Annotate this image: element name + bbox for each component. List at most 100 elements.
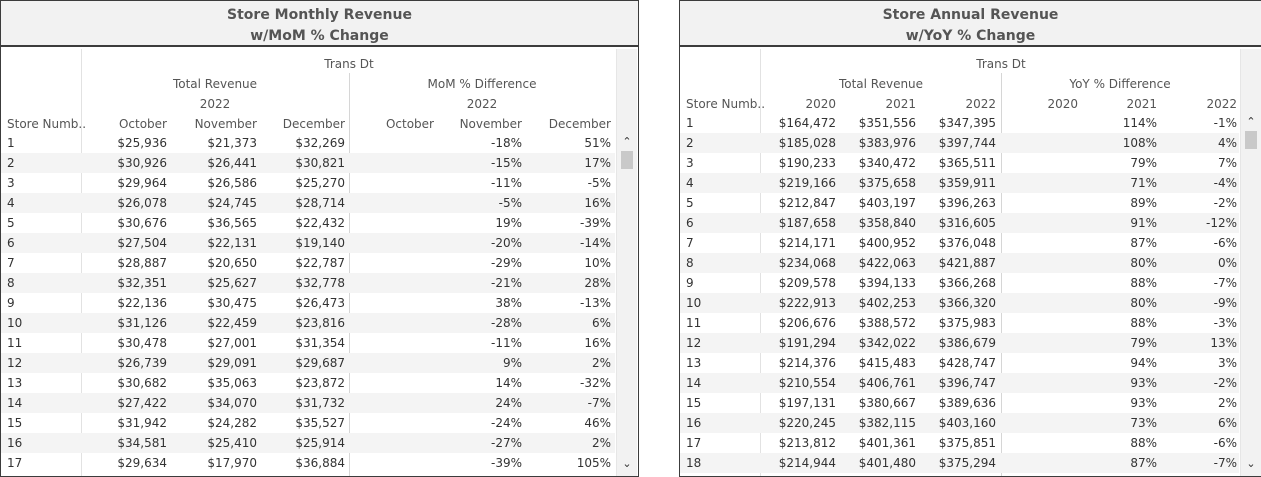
table-row: 2 $30,926 $26,441 $30,821 -15% 17% <box>1 153 615 173</box>
store-number-cell[interactable]: 14 <box>7 396 23 410</box>
store-number-cell[interactable]: 3 <box>7 176 15 190</box>
revenue-cell: $35,527 <box>295 416 345 430</box>
store-number-cell[interactable]: 18 <box>686 456 702 470</box>
table-row: 3 $190,233 $340,472 $365,511 79% 7% <box>680 153 1239 173</box>
column-group-divider <box>1001 73 1002 476</box>
store-number-cell[interactable]: 15 <box>686 396 702 410</box>
revenue-cell: $30,478 <box>117 336 167 350</box>
total-revenue-header: Total Revenue <box>838 77 924 91</box>
revenue-cell: $220,245 <box>778 416 836 430</box>
store-number-cell[interactable]: 12 <box>686 336 702 350</box>
revenue-cell: $382,115 <box>858 416 916 430</box>
pct-diff-cell: 16% <box>584 336 611 350</box>
store-number-cell[interactable]: 7 <box>686 236 694 250</box>
pct-diff-cell: -3% <box>1213 316 1237 330</box>
pct-diff-cell: 17% <box>584 156 611 170</box>
revenue-cell: $27,504 <box>117 236 167 250</box>
store-number-cell[interactable]: 17 <box>686 436 702 450</box>
revenue-cell: $25,936 <box>117 136 167 150</box>
pct-diff-cell: 0% <box>1217 256 1237 270</box>
pct-diff-cell: 19% <box>495 216 522 230</box>
pct-diff-cell: 73% <box>1130 416 1157 430</box>
pct-diff-cell: 13% <box>1210 336 1237 350</box>
revenue-cell: $22,131 <box>207 236 257 250</box>
store-number-cell[interactable]: 13 <box>686 356 702 370</box>
chevron-up-icon[interactable]: ⌃ <box>1246 115 1256 128</box>
store-number-cell[interactable]: 8 <box>7 276 15 290</box>
store-number-cell[interactable]: 2 <box>7 156 15 170</box>
chevron-down-icon[interactable]: ⌄ <box>622 457 632 470</box>
table-row: 12 $26,739 $29,091 $29,687 9% 2% <box>1 353 615 373</box>
chevron-down-icon[interactable]: ⌄ <box>1246 457 1256 470</box>
revenue-cell: $214,944 <box>778 456 836 470</box>
table-row: 4 $219,166 $375,658 $359,911 71% -4% <box>680 173 1239 193</box>
store-number-cell[interactable]: 1 <box>7 136 15 150</box>
pct-diff-cell: 14% <box>495 376 522 390</box>
store-number-cell[interactable]: 1 <box>686 116 694 130</box>
revenue-cell: $389,636 <box>938 396 996 410</box>
vertical-scrollbar[interactable]: ⌃ ⌄ <box>616 49 637 476</box>
store-number-cell[interactable]: 16 <box>7 436 23 450</box>
store-number-cell[interactable]: 6 <box>7 236 15 250</box>
store-number-cell[interactable]: 2 <box>686 136 694 150</box>
pct-diff-cell: -21% <box>490 276 522 290</box>
store-number-cell[interactable]: 12 <box>7 356 23 370</box>
revenue-cell: $30,821 <box>295 156 345 170</box>
revenue-cell: $421,887 <box>938 256 996 270</box>
store-number-cell[interactable]: 15 <box>7 416 23 430</box>
table-row: 1 $25,936 $21,373 $32,269 -18% 51% <box>1 133 615 153</box>
pct-diff-cell: 2% <box>591 356 611 370</box>
annual-sheet-title: Store Annual Revenue w/YoY % Change <box>680 1 1261 47</box>
revenue-cell: $400,952 <box>858 236 916 250</box>
vertical-scrollbar[interactable]: ⌃ ⌄ <box>1240 49 1261 476</box>
table-row: 3 $29,964 $26,586 $25,270 -11% -5% <box>1 173 615 193</box>
store-number-cell[interactable]: 5 <box>686 196 694 210</box>
store-number-cell[interactable]: 8 <box>686 256 694 270</box>
pct-diff-cell: 108% <box>1122 136 1157 150</box>
store-number-header[interactable]: Store Numb.. <box>686 97 766 111</box>
store-number-cell[interactable]: 16 <box>686 416 702 430</box>
revenue-cell: $17,970 <box>207 456 257 470</box>
pct-diff-cell: 87% <box>1130 236 1157 250</box>
monthly-revenue-sheet: Store Monthly Revenue w/MoM % Change Tra… <box>0 0 639 477</box>
chevron-up-icon[interactable]: ⌃ <box>622 135 632 148</box>
store-number-cell[interactable]: 14 <box>686 376 702 390</box>
store-number-cell[interactable]: 9 <box>686 276 694 290</box>
store-number-cell[interactable]: 5 <box>7 216 15 230</box>
pct-diff-cell: 91% <box>1130 216 1157 230</box>
store-number-cell[interactable]: 13 <box>7 376 23 390</box>
table-row: 16 $220,245 $382,115 $403,160 73% 6% <box>680 413 1239 433</box>
pct-diff-cell: -29% <box>490 256 522 270</box>
pct-diff-cell: -18% <box>490 136 522 150</box>
store-number-cell[interactable]: 7 <box>7 256 15 270</box>
table-row: 7 $214,171 $400,952 $376,048 87% -6% <box>680 233 1239 253</box>
pct-diff-cell: -32% <box>579 376 611 390</box>
store-number-cell[interactable]: 17 <box>7 456 23 470</box>
store-number-header[interactable]: Store Numb.. <box>7 117 87 131</box>
store-number-cell[interactable]: 4 <box>7 196 15 210</box>
month-header: December <box>282 117 345 131</box>
pct-diff-cell: 89% <box>1130 196 1157 210</box>
store-number-cell[interactable]: 9 <box>7 296 15 310</box>
store-number-cell[interactable]: 10 <box>686 296 702 310</box>
scrollbar-thumb[interactable] <box>1245 131 1257 149</box>
store-number-cell[interactable]: 11 <box>686 316 702 330</box>
revenue-cell: $22,459 <box>207 316 257 330</box>
store-number-cell[interactable]: 3 <box>686 156 694 170</box>
store-number-cell[interactable]: 4 <box>686 176 694 190</box>
pct-diff-cell: 94% <box>1130 356 1157 370</box>
scrollbar-thumb[interactable] <box>621 151 633 169</box>
store-number-cell[interactable]: 6 <box>686 216 694 230</box>
annual-revenue-sheet: Store Annual Revenue w/YoY % Change Tran… <box>679 0 1261 477</box>
revenue-cell: $23,872 <box>295 376 345 390</box>
month-header: November <box>194 117 257 131</box>
annual-title-line1: Store Annual Revenue <box>882 7 1059 23</box>
revenue-cell: $190,233 <box>778 156 836 170</box>
table-row: 7 $28,887 $20,650 $22,787 -29% 10% <box>1 253 615 273</box>
store-number-cell[interactable]: 10 <box>7 316 23 330</box>
revenue-cell: $365,511 <box>938 156 996 170</box>
total-revenue-header: Total Revenue <box>172 77 258 91</box>
store-number-cell[interactable]: 11 <box>7 336 23 350</box>
revenue-cell: $358,840 <box>858 216 916 230</box>
table-row: 15 $197,131 $380,667 $389,636 93% 2% <box>680 393 1239 413</box>
